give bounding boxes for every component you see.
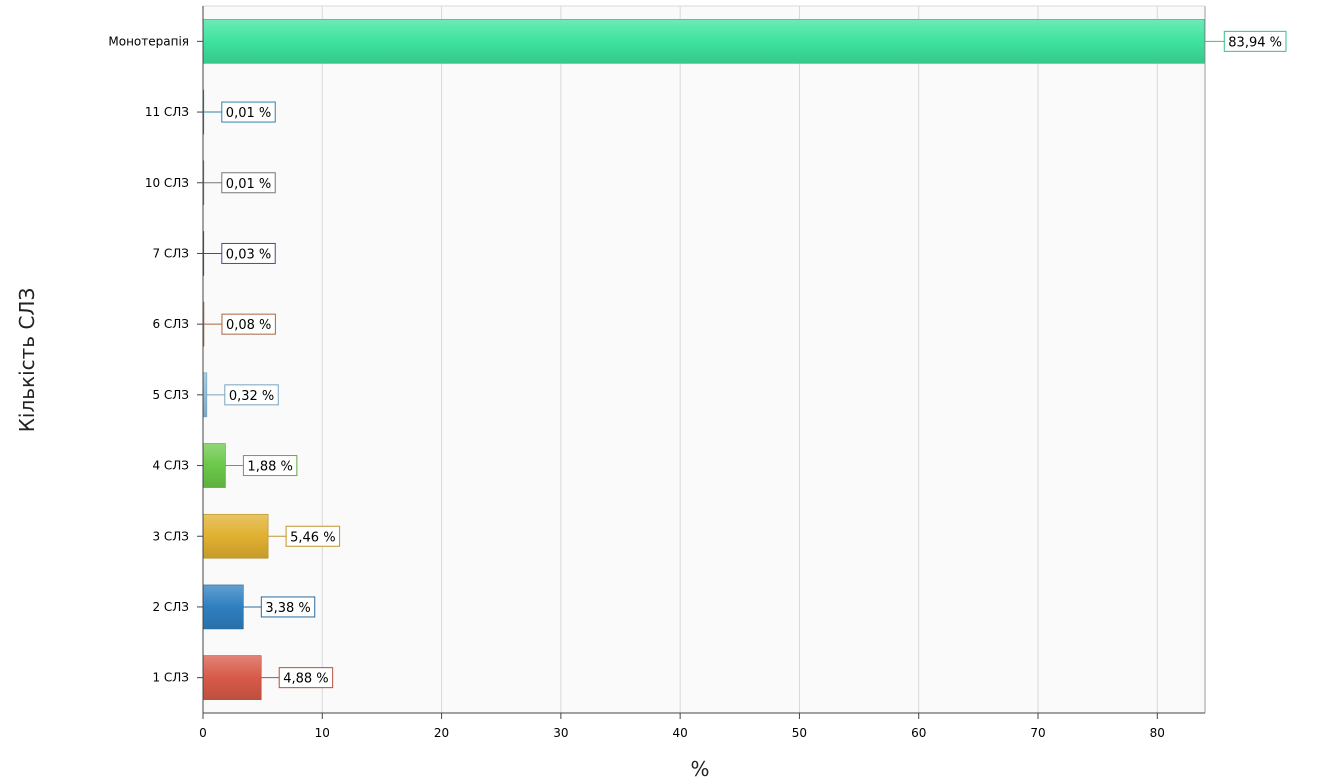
data-label: 4,88 % [283, 672, 328, 687]
bar [202, 655, 262, 700]
y-tick-label: 4 СЛЗ [152, 459, 189, 473]
x-axis-title: % [690, 757, 709, 780]
data-label: 1,88 % [247, 460, 292, 475]
plot-area [203, 6, 1205, 713]
x-tick-label: 80 [1150, 726, 1165, 740]
bar [202, 513, 269, 559]
y-tick-label: 5 СЛЗ [152, 388, 189, 402]
y-tick-label: 1 СЛЗ [152, 671, 189, 685]
data-label: 5,46 % [290, 530, 335, 545]
x-tick-label: 70 [1030, 726, 1045, 740]
axes [197, 5, 1206, 719]
data-label: 0,08 % [226, 318, 271, 333]
y-tick-label: 7 СЛЗ [152, 246, 189, 260]
gridlines [321, 6, 1158, 713]
data-label: 0,01 % [226, 177, 271, 192]
y-tick-labels: Монотерапія 11 СЛЗ 10 СЛЗ 7 СЛЗ 6 СЛЗ 5 СЛЗ 4 … [108, 34, 189, 684]
x-tick-label: 0 [199, 726, 207, 740]
y-axis-title: Кількість СЛЗ [15, 288, 39, 433]
data-labels: 83,94 % 0,01 % 0,01 % 0,03 % 0,08 % 0,32 % 1,8… [203, 30, 1287, 689]
x-tick-label: 20 [434, 726, 449, 740]
y-tick-label: Монотерапія [108, 34, 189, 48]
x-tick-label: 10 [315, 726, 330, 740]
bar [202, 443, 226, 488]
x-tick-label: 40 [673, 726, 688, 740]
data-label: 0,03 % [226, 247, 271, 262]
y-tick-label: 11 СЛЗ [145, 105, 189, 119]
data-label: 83,94 % [1228, 35, 1282, 50]
y-tick-label: 2 СЛЗ [152, 600, 189, 614]
data-label: 3,38 % [265, 601, 310, 616]
x-tick-labels: 0 10 20 30 40 50 60 70 80 [199, 726, 1165, 740]
x-tick-label: 50 [792, 726, 807, 740]
bar [202, 372, 208, 418]
y-tick-label: 6 СЛЗ [152, 317, 189, 331]
bar [202, 19, 1205, 64]
y-tick-label: 3 СЛЗ [152, 529, 189, 543]
y-tick-label: 10 СЛЗ [145, 176, 189, 190]
x-tick-label: 30 [553, 726, 568, 740]
data-label: 0,01 % [226, 106, 271, 121]
data-label: 0,32 % [229, 389, 274, 404]
bar [202, 584, 244, 630]
x-tick-label: 60 [911, 726, 926, 740]
